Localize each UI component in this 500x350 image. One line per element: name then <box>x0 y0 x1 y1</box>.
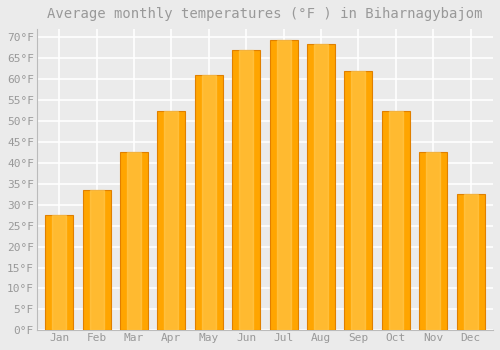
Bar <box>195 75 223 330</box>
Bar <box>276 40 290 330</box>
Bar <box>464 194 477 330</box>
Bar <box>456 194 484 330</box>
Bar <box>307 44 335 330</box>
Bar <box>232 50 260 330</box>
Bar <box>382 111 410 330</box>
Title: Average monthly temperatures (°F ) in Biharnagybajom: Average monthly temperatures (°F ) in Bi… <box>47 7 482 21</box>
Bar <box>426 153 440 330</box>
Bar <box>270 40 297 330</box>
Bar <box>164 111 178 330</box>
Bar <box>314 44 328 330</box>
Bar <box>419 153 447 330</box>
Bar <box>389 111 403 330</box>
Bar <box>239 50 253 330</box>
Bar <box>202 75 216 330</box>
Bar <box>127 153 141 330</box>
Bar <box>82 190 110 330</box>
Bar <box>344 71 372 330</box>
Bar <box>120 153 148 330</box>
Bar <box>45 215 73 330</box>
Bar <box>352 71 366 330</box>
Bar <box>52 215 66 330</box>
Bar <box>158 111 186 330</box>
Bar <box>90 190 104 330</box>
